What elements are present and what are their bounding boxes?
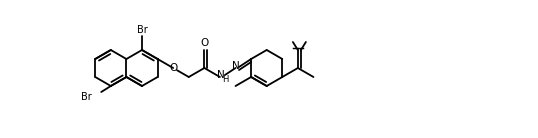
Text: O: O — [169, 63, 178, 73]
Text: N: N — [217, 70, 225, 80]
Text: N: N — [232, 61, 239, 71]
Text: Br: Br — [81, 92, 92, 102]
Text: H: H — [222, 75, 229, 84]
Text: Br: Br — [137, 25, 147, 35]
Text: O: O — [200, 38, 209, 48]
